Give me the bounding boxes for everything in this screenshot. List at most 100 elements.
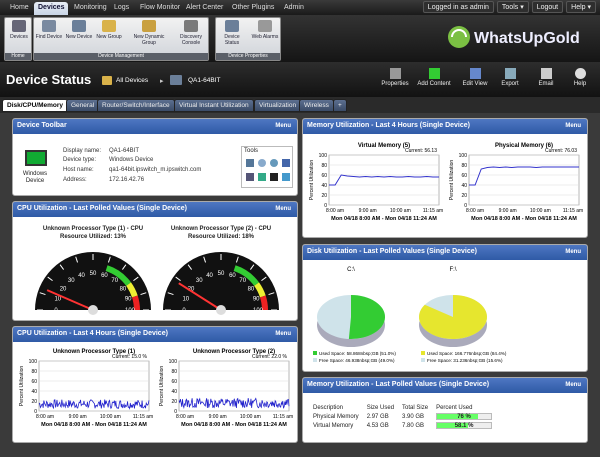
x-tick-label: 8:00 am (36, 414, 54, 420)
email-label: Email (538, 81, 554, 87)
tab-virtual-instant-utilization[interactable]: Virtual Instant Utilization (174, 99, 254, 112)
gauge-yellow-band (126, 282, 138, 298)
panel-menu[interactable]: Menu (565, 249, 581, 255)
nav-monitoring[interactable]: Monitoring (74, 4, 107, 11)
gauge-tick (121, 264, 127, 270)
add-tab-button[interactable]: + (333, 99, 347, 112)
disk-panel: Disk Utilization - Last Polled Values (S… (302, 244, 588, 372)
discovery-console-label: Discovery Console (180, 34, 202, 46)
panel-title: Device Toolbar (17, 122, 67, 129)
memory-table: Description Size Used Total Size Percent… (309, 404, 496, 430)
edit-icon (469, 68, 481, 79)
gauge-tick (59, 264, 65, 270)
add-content-button[interactable]: Add Content (415, 68, 453, 87)
new-device-button[interactable]: New Device (65, 20, 93, 40)
gauge-tick (249, 264, 255, 270)
whatsupgold-logo: WhatsUpGold (448, 26, 580, 48)
logged-in-label: Logged in as admin (422, 1, 494, 13)
gauge-needle (46, 289, 94, 311)
gauge-hub (88, 305, 98, 315)
properties-icon (389, 68, 401, 79)
y-tick-label: 60 (461, 173, 467, 179)
legend-used: Used Space: 58.868nbsp;GB (51.0%) (319, 351, 396, 356)
y-axis-label: Percent Utilization (19, 366, 25, 407)
edit-view-button[interactable]: Edit View (458, 68, 492, 87)
row-description: Virtual Memory (313, 422, 354, 429)
chart-current: Current: 15.0 % (112, 354, 148, 360)
chart-title: Virtual Memory (5) (358, 143, 410, 149)
panel-menu[interactable]: Menu (275, 123, 291, 129)
tab-router-switch-interface[interactable]: Router/Switch/Interface (97, 99, 175, 112)
discovery-icon (184, 20, 198, 32)
discovery-console-button[interactable]: Discovery Console (174, 20, 208, 46)
panel-menu[interactable]: Menu (275, 331, 291, 337)
help-button[interactable]: Help (566, 68, 594, 87)
tool-icon-8[interactable] (282, 173, 290, 181)
display-name-value: QA1-64BIT (109, 148, 140, 154)
gauge-red-band (259, 295, 268, 311)
tools-box: Tools (241, 146, 293, 188)
legend-swatch (421, 358, 425, 362)
tool-icon-3[interactable] (270, 159, 278, 167)
export-button[interactable]: Export (496, 68, 524, 87)
logout-link[interactable]: Logout (531, 1, 564, 13)
new-dynamic-group-button[interactable]: New Dynamic Group (131, 20, 167, 46)
ribbon-devices-button[interactable]: Devices (5, 20, 33, 40)
x-tick-label: 9:00 am (359, 208, 377, 214)
tool-icon-5[interactable] (246, 173, 254, 181)
nav-admin[interactable]: Admin (284, 4, 304, 11)
properties-label: Properties (381, 81, 409, 87)
chart-title: Unknown Processor Type (1) (53, 349, 135, 355)
percent-bar-text: 76 % (457, 414, 471, 420)
gauge-tick (235, 256, 239, 263)
panel-menu[interactable]: Menu (275, 206, 291, 212)
logo-text: WhatsUpGold (474, 30, 580, 47)
email-button[interactable]: Email (532, 68, 560, 87)
nav-logs[interactable]: Logs (114, 4, 130, 11)
x-tick-label: 11:15 am (563, 208, 583, 214)
tool-icon-4[interactable] (282, 159, 290, 167)
email-icon (540, 68, 552, 79)
gauge-tick-label: 40 (206, 273, 213, 279)
pie-used-slice (419, 295, 487, 339)
x-tick-label: 10:00 am (240, 414, 261, 420)
nav-alert-center[interactable]: Alert Center (186, 4, 224, 11)
panel-menu[interactable]: Menu (565, 382, 581, 388)
nav-home[interactable]: Home (10, 4, 29, 11)
properties-button[interactable]: Properties (378, 68, 412, 87)
chart-current: Current: 22.0 % (252, 354, 288, 360)
tool-icon-1[interactable] (246, 159, 254, 167)
tab-disk-cpu-memory[interactable]: Disk/CPU/Memory (2, 99, 68, 112)
plot-area (468, 154, 580, 206)
nav-flow-monitor[interactable]: Flow Monitor (140, 4, 181, 11)
panel-menu[interactable]: Menu (565, 123, 581, 129)
tab-wireless[interactable]: Wireless (299, 99, 334, 112)
all-devices-link[interactable]: All Devices (116, 77, 149, 84)
gauge-2-name: Unknown Processor Type (2) - CPU (170, 226, 272, 232)
tool-icon-2[interactable] (258, 159, 266, 167)
y-tick-label: 40 (321, 183, 327, 189)
gauge-tick (47, 276, 53, 282)
device-status-button[interactable]: Device Status (218, 20, 246, 46)
tools-menu[interactable]: Tools ▾ (496, 1, 529, 13)
tool-icon-6[interactable] (258, 173, 266, 181)
tool-icon-7[interactable] (270, 173, 278, 181)
new-group-button[interactable]: New Group (95, 20, 123, 40)
nav-other-plugins[interactable]: Other Plugins (232, 4, 275, 11)
y-tick-label: 0 (324, 203, 327, 209)
gauge-tick (187, 264, 193, 270)
gauge-green-band (233, 265, 260, 287)
y-tick-label: 0 (34, 409, 37, 415)
gauge-tick-label: 60 (101, 273, 108, 279)
gauge-tick (261, 276, 267, 282)
tab-general[interactable]: General (66, 99, 100, 112)
nav-devices[interactable]: Devices (34, 2, 69, 15)
date-range-label: Mon 04/18 8:00 AM - Mon 04/18 11:24 AM (471, 216, 577, 222)
y-tick-label: 20 (321, 193, 327, 199)
tab-virtualization[interactable]: Virtualization (254, 99, 302, 112)
help-menu[interactable]: Help ▾ (566, 1, 596, 13)
cpu-chart-2: Unknown Processor Type (2)Current: 22.0 … (159, 349, 293, 428)
web-alarms-button[interactable]: Web Alarms (250, 20, 280, 40)
ribbon-group-label: Home (5, 53, 31, 60)
find-device-button[interactable]: Find Device (35, 20, 63, 40)
